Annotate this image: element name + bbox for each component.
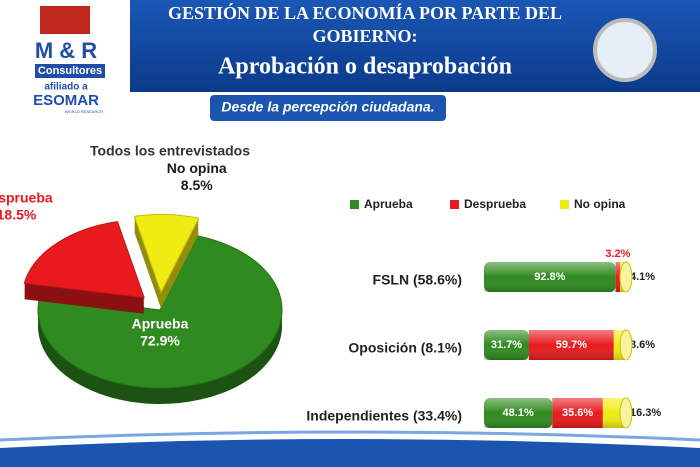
logo-name: M & R — [35, 38, 97, 63]
title-line: GESTIÓN DE LA ECONOMÍA POR PARTE DEL — [168, 2, 562, 23]
footer-wave — [0, 439, 700, 467]
bar-value-label: 8.6% — [630, 339, 655, 351]
pie-value-label: 72.9% — [140, 333, 180, 349]
y-category-label: Oposición (8.1%) — [348, 340, 462, 356]
legend-swatch — [560, 200, 569, 209]
bar-value-label: 4.1% — [630, 271, 655, 283]
pie-value-label: 8.5% — [181, 177, 213, 193]
bar-cap — [619, 329, 633, 361]
bar-value-label: 35.6% — [562, 407, 593, 419]
logo-sub: Consultores — [38, 65, 102, 77]
bar-value-label: 16.3% — [630, 407, 661, 419]
legend-label: Aprueba — [364, 197, 413, 211]
pie-title: Todos los entrevistados — [90, 143, 250, 159]
legend-label: Desprueba — [464, 197, 526, 211]
title-line: Aprobación o desaprobación — [218, 54, 512, 80]
bar-shine — [615, 262, 621, 292]
y-category-label: Independientes (33.4%) — [306, 408, 462, 424]
pie-slice — [133, 213, 200, 294]
bar-shine — [484, 330, 530, 360]
bar-shine — [529, 330, 614, 360]
pie-category-label: No opina — [167, 160, 227, 176]
bar-value-label: 59.7% — [556, 339, 587, 351]
pie-slice — [37, 235, 283, 389]
bar-value-label: 92.8% — [534, 271, 565, 283]
title-line: GOBIERNO: — [312, 26, 417, 46]
pie-category-label: Desprueba — [0, 189, 53, 205]
bar-value-label: 48.1% — [503, 407, 534, 419]
legend-swatch — [450, 200, 459, 209]
bar-cap — [619, 261, 633, 293]
bar-shine — [552, 398, 603, 428]
pie-value-label: 18.5% — [0, 206, 37, 222]
bar-cap — [619, 397, 633, 429]
footer-wave — [0, 430, 700, 442]
subtitle: Desde la percepción ciudadana. — [221, 99, 434, 115]
legend-swatch — [350, 200, 359, 209]
logo-esomar: ESOMAR — [33, 92, 99, 109]
pie-category-label: Aprueba — [132, 316, 189, 332]
logo-world: WORLD RESEARCH — [65, 109, 103, 114]
logo-affiliate: afiliado a — [44, 82, 88, 93]
bar-shine — [484, 398, 553, 428]
logo-sub-bg — [35, 64, 105, 78]
bar-value-label: 3.2% — [605, 248, 630, 260]
y-category-label: FSLN (58.6%) — [373, 272, 462, 288]
subtitle-box — [210, 95, 446, 121]
pie-slice — [23, 221, 145, 299]
logo-icon — [40, 6, 90, 34]
bar-value-label: 31.7% — [491, 339, 522, 351]
bar-shine — [602, 398, 626, 428]
legend-label: No opina — [574, 197, 626, 211]
bar-shine — [484, 262, 616, 292]
header-graphic — [593, 18, 657, 82]
